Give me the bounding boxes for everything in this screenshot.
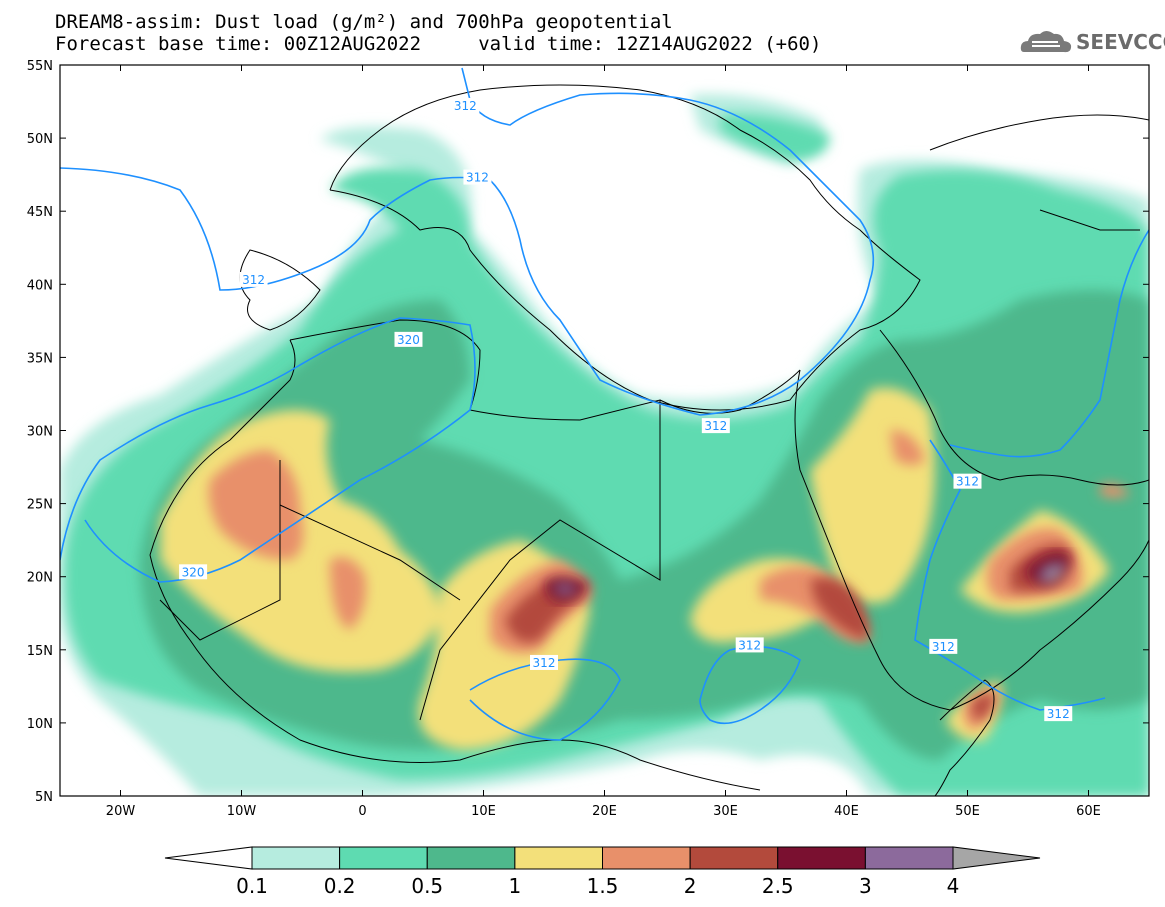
lat-label: 55N	[27, 59, 53, 74]
colorbar-swatch	[251, 846, 341, 870]
colorbar-label: 1	[509, 874, 522, 898]
isoline-labels: 312 320 312 312 320 312 312 312 312 312 312	[179, 97, 1073, 722]
map-title: DREAM8-assim: Dust load (g/m²) and 700hP…	[55, 11, 673, 33]
lat-label: 50N	[27, 132, 53, 147]
isoline-label: 320	[182, 565, 205, 579]
lat-label: 10N	[27, 717, 53, 732]
colorbar-swatch	[339, 846, 428, 870]
lat-label: 30N	[27, 425, 53, 440]
lat-label: 5N	[35, 790, 53, 805]
colorbar-label: 2.5	[762, 874, 794, 898]
colorbar-swatch	[602, 846, 691, 870]
isoline-label: 312	[242, 273, 265, 287]
colorbar-label: 3	[859, 874, 872, 898]
isoline-label: 320	[397, 333, 420, 347]
colorbar-under-arrow	[164, 846, 253, 870]
isoline-label-bg	[463, 169, 492, 185]
isoline-label: 312	[956, 475, 979, 489]
colorbar-swatch	[689, 846, 779, 870]
lon-label: 30E	[713, 804, 738, 819]
geopotential-isolines	[60, 67, 1149, 741]
isoline-label: 312	[466, 171, 489, 185]
isoline-label: 312	[738, 638, 761, 652]
isoline-label-bg	[530, 654, 558, 670]
colorbar-over-arrow	[952, 846, 1041, 870]
isoline-label-bg	[953, 473, 982, 489]
axis-ticks	[60, 64, 1149, 797]
lon-label: 10W	[227, 804, 257, 819]
lat-label: 40N	[27, 278, 53, 293]
colorbar-swatch	[426, 846, 516, 870]
isoline-label-bg	[239, 271, 268, 287]
isoline-label-bg	[735, 637, 764, 653]
isoline-label: 312	[533, 656, 556, 670]
isoline-label-bg	[451, 97, 480, 113]
lon-label: 60E	[1076, 804, 1101, 819]
lon-label: 20W	[106, 804, 136, 819]
colorbar-label: 0.2	[324, 874, 356, 898]
isoline-label: 312	[932, 640, 955, 654]
isoline-label: 312	[704, 419, 727, 433]
lon-label: 50E	[955, 804, 980, 819]
coastlines	[149, 84, 1149, 796]
colorbar-label: 4	[947, 874, 960, 898]
colorbar-swatch	[514, 846, 603, 870]
lon-label: 20E	[592, 804, 617, 819]
lon-label: 0	[358, 804, 366, 819]
isoline-label-bg	[1044, 706, 1073, 722]
isoline-label-bg	[179, 564, 208, 580]
colorbar-swatch	[777, 846, 866, 870]
isoline-label-bg	[701, 418, 730, 434]
lat-label: 20N	[27, 571, 53, 586]
isoline-label-bg	[929, 638, 958, 654]
colorbar-label: 2	[684, 874, 697, 898]
lat-label: 15N	[27, 644, 53, 659]
dust-field	[60, 65, 1149, 796]
seevccc-cloud-logo	[1020, 31, 1072, 53]
isoline-label-bg	[394, 331, 423, 347]
lat-label: 35N	[27, 351, 53, 366]
colorbar-label: 0.5	[411, 874, 443, 898]
lon-label: 40E	[834, 804, 859, 819]
forecast-time-subtitle: Forecast base time: 00Z12AUG2022 valid t…	[55, 33, 822, 55]
isoline-label: 312	[454, 99, 477, 113]
colorbar-label: 0.1	[236, 874, 268, 898]
lon-label: 10E	[471, 804, 496, 819]
isoline-label: 312	[1047, 707, 1070, 721]
longitude-labels: 20W 10W 0 10E 20E 30E 40E 50E 60E	[106, 804, 1101, 819]
lat-label: 25N	[27, 498, 53, 513]
dust-colorbar: 0.1 0.2 0.5 1 1.5 2 2.5 3 4	[164, 846, 1041, 898]
seevccc-logo-text: SEEVCCC	[1076, 30, 1165, 54]
latitude-labels: 55N 50N 45N 40N 35N 30N 25N 20N 15N 10N 5N	[27, 59, 53, 805]
colorbar-swatch	[864, 846, 954, 870]
lat-label: 45N	[27, 205, 53, 220]
colorbar-label: 1.5	[587, 874, 619, 898]
